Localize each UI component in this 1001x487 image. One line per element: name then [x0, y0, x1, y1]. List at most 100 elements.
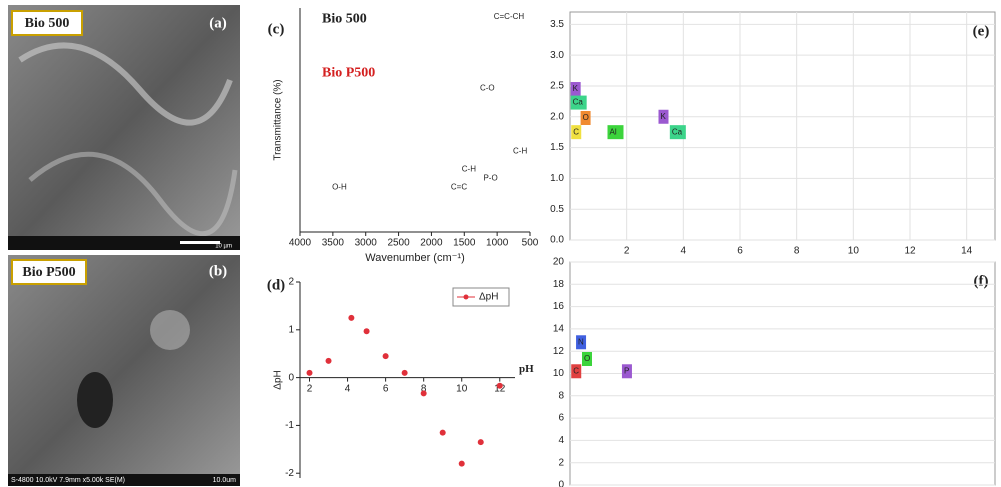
sem-b: S-4800 10.0kV 7.9mm x5.00k SE(M) 10.0um … [8, 255, 240, 486]
x-tick-label: 2000 [420, 238, 443, 249]
peak-box [576, 335, 587, 350]
annotation: O [584, 354, 590, 363]
y-tick-label: 1 [288, 324, 294, 335]
sem-footer: S-4800 10.0kV 7.9mm x5.00k SE(M) [11, 477, 125, 484]
point [348, 314, 355, 321]
legend-box [452, 287, 510, 307]
annotation: O [583, 113, 589, 122]
plot-frame [569, 11, 996, 241]
sample-label: Bio P500 [22, 265, 75, 280]
scale-label: 10.0um [213, 477, 237, 484]
peak-box [570, 95, 587, 110]
y-tick-label: 8 [558, 390, 564, 401]
annotation: C-O [480, 84, 495, 93]
x-tick-label: 14 [961, 246, 973, 257]
point [458, 460, 465, 467]
x-tick-label: 8 [421, 383, 427, 394]
point [363, 328, 370, 335]
y-tick-label: 3.5 [550, 19, 564, 30]
peak-box [571, 364, 582, 379]
point [496, 382, 503, 389]
annotation: C-H [513, 146, 527, 155]
point [325, 357, 332, 364]
annotation: K [573, 84, 579, 93]
x-axis-label: Wavenumber (cm⁻¹) [365, 252, 465, 264]
y-tick-label: 18 [553, 279, 565, 290]
legend-label: ΔpH [479, 292, 498, 303]
annotation: C [573, 127, 579, 136]
x-tick-label: 1000 [486, 238, 509, 249]
series-label: Bio P500 [322, 65, 375, 80]
series-label: Bio 500 [322, 12, 367, 27]
peak-box [582, 352, 592, 367]
peak-box [669, 125, 686, 140]
annotation: Al [610, 127, 617, 136]
annotation: P-O [483, 173, 497, 182]
peak-box [571, 125, 582, 140]
panel-label: (a) [209, 15, 227, 31]
point [382, 353, 389, 360]
x-tick-label: 10 [848, 246, 860, 257]
annotation: O-H [332, 182, 347, 191]
x-tick-label: 12 [494, 383, 506, 394]
x-tick-label: 8 [794, 246, 800, 257]
y-tick-label: 3.0 [550, 50, 564, 61]
panel-label: (d) [267, 277, 285, 293]
peak-box [607, 125, 624, 140]
point [306, 369, 313, 376]
sample-label: Bio 500 [25, 16, 70, 31]
x-tick-label: 6 [383, 383, 389, 394]
y-tick-label: -1 [285, 420, 294, 431]
y-tick-label: 10 [553, 368, 565, 379]
panel-label: (f) [974, 273, 989, 289]
panel-label: (e) [973, 23, 990, 39]
y-tick-label: 2 [558, 457, 564, 468]
x-tick-label: 3500 [322, 238, 345, 249]
y-tick-label: 2.5 [550, 81, 564, 92]
y-tick-label: 0 [558, 480, 564, 487]
annotation: C-H [462, 164, 476, 173]
annotation: P [624, 366, 629, 375]
annotation: C=C-CH [494, 12, 525, 21]
y-tick-label: 4 [558, 435, 564, 446]
y-tick-label: 1.0 [550, 173, 564, 184]
panel-label: (b) [209, 263, 227, 279]
y-tick-label: 1.5 [550, 142, 564, 153]
x-tick-label: 1500 [453, 238, 476, 249]
y-axis-label: ΔpH [273, 370, 284, 389]
y-tick-label: 2 [288, 277, 294, 288]
point [477, 439, 484, 446]
annotation: Ca [672, 127, 683, 136]
x-tick-label: 4000 [289, 238, 312, 249]
peak-box [570, 82, 581, 97]
panel-label: (c) [268, 21, 285, 37]
peak-box [621, 364, 632, 379]
annotation: Ca [573, 98, 584, 107]
x-tick-label: 2 [624, 246, 630, 257]
y-tick-label: 0 [288, 372, 294, 383]
y-tick-label: 0.5 [550, 204, 564, 215]
x-tick-label: 12 [904, 246, 916, 257]
peak-box [580, 110, 591, 125]
x-tick-label: 4 [345, 383, 351, 394]
x-tick-label: 2 [307, 383, 313, 394]
y-tick-label: 6 [558, 413, 564, 424]
annotation: N [578, 337, 584, 346]
point [420, 390, 427, 397]
x-tick-label: 3000 [355, 238, 378, 249]
y-tick-label: 0.0 [550, 235, 564, 246]
x-tick-label: 10 [456, 383, 468, 394]
y-tick-label: 12 [553, 346, 565, 357]
annotation: C=C [451, 182, 467, 191]
y-tick-label: -2 [285, 468, 294, 479]
point [401, 369, 408, 376]
sem-a: 10 µm Bio 500 (a) [8, 5, 240, 250]
y-tick-label: 2.0 [550, 111, 564, 122]
x-axis-label: pH [519, 363, 534, 375]
x-tick-label: 4 [681, 246, 687, 257]
scale-label: 10 µm [215, 244, 232, 250]
x-tick-label: 6 [737, 246, 743, 257]
peak-box [658, 109, 669, 124]
annotation: K [661, 112, 667, 121]
